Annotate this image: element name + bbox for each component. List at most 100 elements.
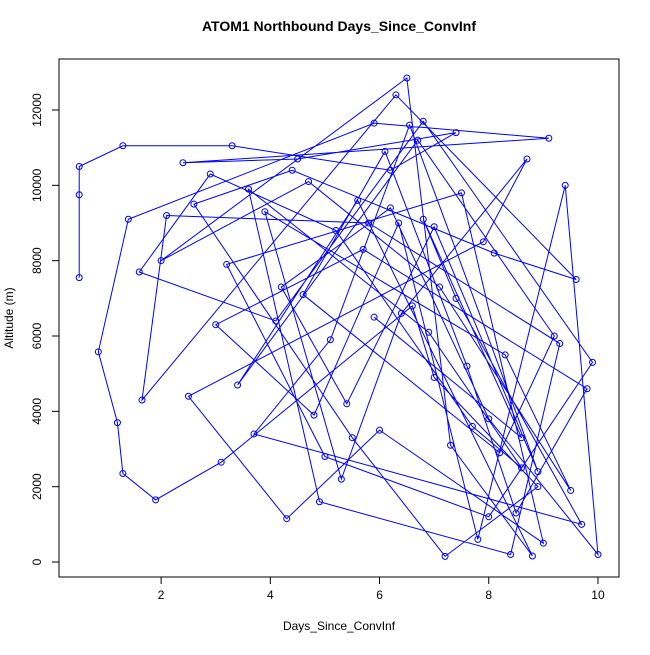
data-point	[474, 535, 482, 543]
y-tick-label: 8000	[30, 247, 44, 274]
data-point	[392, 91, 400, 99]
x-tick-label: 10	[591, 588, 605, 602]
data-point	[578, 520, 586, 528]
y-tick-label: 4000	[30, 398, 44, 425]
y-tick-label: 6000	[30, 322, 44, 349]
data-point	[403, 74, 411, 82]
data-point	[370, 119, 378, 127]
data-point	[179, 159, 187, 167]
data-point	[425, 328, 433, 336]
data-point	[457, 189, 465, 197]
y-tick-label: 10000	[30, 168, 44, 202]
data-point	[485, 415, 493, 423]
data-point	[479, 238, 487, 246]
x-axis-label: Days_Since_ConvInf	[283, 619, 396, 633]
data-point	[430, 373, 438, 381]
x-tick-label: 6	[376, 588, 383, 602]
data-point	[190, 200, 198, 208]
data-point	[206, 170, 214, 178]
data-point	[223, 260, 231, 268]
data-point	[539, 539, 547, 547]
chart-title: ATOM1 Northbound Days_Since_ConvInf	[202, 18, 476, 34]
data-point	[315, 498, 323, 506]
data-point	[138, 396, 146, 404]
data-point	[326, 336, 334, 344]
data-point	[572, 276, 580, 284]
data-point	[583, 385, 591, 393]
y-tick-label: 0	[30, 558, 44, 565]
data-point	[518, 434, 526, 442]
data-point	[113, 419, 121, 427]
data-point	[244, 185, 252, 193]
data-point	[490, 249, 498, 257]
data-point	[310, 411, 318, 419]
data-point	[228, 142, 236, 150]
data-point	[75, 191, 83, 199]
data-point	[305, 178, 313, 186]
data-point	[386, 204, 394, 212]
data-point	[294, 155, 302, 163]
data-point	[468, 422, 476, 430]
data-point	[534, 483, 542, 491]
data-point	[217, 458, 225, 466]
data-point	[212, 321, 220, 329]
data-point	[594, 550, 602, 558]
data-point	[370, 313, 378, 321]
data-point	[447, 441, 455, 449]
x-tick-label: 4	[267, 588, 274, 602]
data-point	[523, 155, 531, 163]
data-point	[152, 496, 160, 504]
data-point	[135, 268, 143, 276]
data-point	[337, 475, 345, 483]
data-point	[501, 351, 509, 359]
plot-frame	[58, 58, 620, 578]
data-point	[463, 362, 471, 370]
data-point	[518, 464, 526, 472]
data-point	[321, 453, 329, 461]
data-point	[75, 163, 83, 171]
data-point	[124, 215, 132, 223]
data-point	[119, 469, 127, 477]
data-point	[534, 468, 542, 476]
data-point	[234, 381, 242, 389]
data-point	[567, 486, 575, 494]
data-point	[261, 208, 269, 216]
data-point	[408, 302, 416, 310]
data-point	[550, 332, 558, 340]
data-point	[507, 550, 515, 558]
data-point	[452, 294, 460, 302]
data-point	[528, 552, 536, 560]
y-tick-label: 12000	[30, 93, 44, 127]
data-point	[332, 227, 340, 235]
data-point	[359, 245, 367, 253]
data-point	[94, 348, 102, 356]
data-point	[163, 211, 171, 219]
data-point	[556, 340, 564, 348]
data-point	[277, 283, 285, 291]
data-point	[485, 513, 493, 521]
data-point	[381, 147, 389, 155]
data-point	[299, 291, 307, 299]
data-point	[283, 515, 291, 523]
data-point	[452, 129, 460, 137]
data-point	[589, 358, 597, 366]
data-point	[272, 317, 280, 325]
data-point	[376, 426, 384, 434]
data-point	[512, 509, 520, 517]
series-line	[78, 77, 599, 558]
y-tick-label: 2000	[30, 473, 44, 500]
data-point	[348, 434, 356, 442]
data-point	[419, 215, 427, 223]
data-point	[436, 283, 444, 291]
y-axis-label: Altitude (m)	[2, 287, 16, 348]
data-point	[395, 219, 403, 227]
data-point	[119, 142, 127, 150]
data-point	[545, 134, 553, 142]
data-point	[561, 181, 569, 189]
data-point	[157, 257, 165, 265]
data-point	[397, 309, 405, 317]
data-point	[288, 166, 296, 174]
data-point	[184, 392, 192, 400]
data-point	[419, 117, 427, 125]
